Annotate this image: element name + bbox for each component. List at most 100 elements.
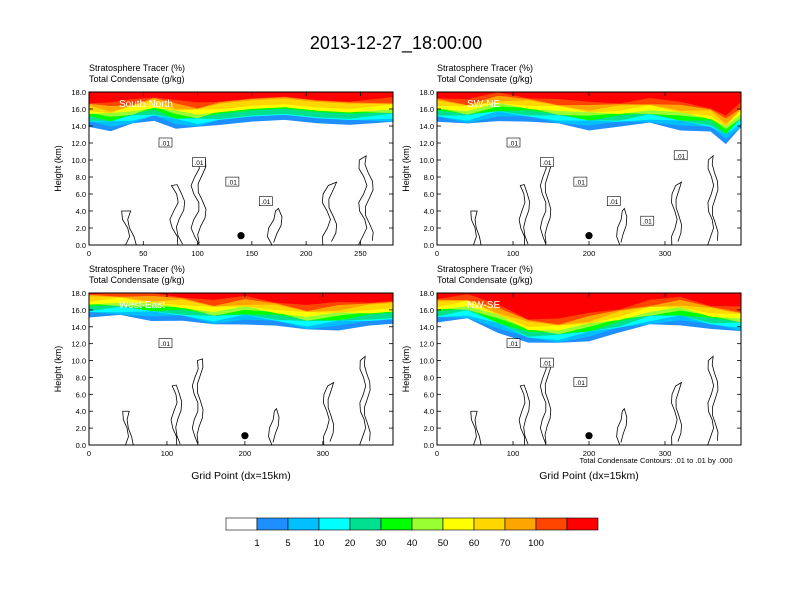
- condensate-contour: [322, 381, 335, 445]
- location-marker: [237, 232, 245, 240]
- plot-area: .01 .01 .01 .01 .01 .01: [437, 92, 741, 245]
- x-tick-label: 300: [659, 249, 672, 258]
- y-tick-label: 18.0: [419, 88, 434, 97]
- contour-note: Total Condensate Contours: .01 to .01 by…: [579, 456, 732, 465]
- location-marker: [585, 232, 593, 240]
- location-marker: [585, 432, 593, 440]
- x-axis-label: Grid Point (dx=15km): [539, 470, 639, 482]
- panel-title-line1: Stratosphere Tracer (%): [89, 264, 185, 274]
- plot-frame: [88, 91, 394, 246]
- y-tick-label: 14.0: [419, 122, 434, 131]
- x-tick-label: 50: [139, 249, 147, 258]
- condensate-contour: [518, 384, 530, 445]
- panel-title-line1: Stratosphere Tracer (%): [437, 264, 533, 274]
- panels: .01 .01 .01 .01 South-North 0.0 2.0 4.0 6.0 8.0 10…: [53, 63, 742, 482]
- contour-label: .01: [194, 160, 203, 167]
- contour-label: .01: [161, 141, 170, 148]
- panel-title-line2: Total Condensate (g/kg): [437, 275, 533, 285]
- contour-label-box: [607, 196, 621, 206]
- contour-label: .01: [261, 199, 270, 206]
- contour-label: .01: [676, 153, 685, 160]
- colorbar-label: 50: [438, 538, 449, 549]
- x-tick-label: 300: [659, 449, 672, 458]
- panel-label: West-East: [119, 300, 165, 311]
- contour-label: .01: [228, 180, 237, 187]
- colorbar-label: 20: [345, 538, 356, 549]
- x-tick-label: 100: [161, 449, 174, 458]
- contour-label: .01: [576, 380, 585, 387]
- panel-label: NW-SE: [467, 300, 500, 311]
- tracer-layer: [89, 293, 393, 305]
- colorbar-label: 5: [285, 538, 290, 549]
- y-tick-label: 10.0: [71, 357, 86, 366]
- y-tick-label: 14.0: [71, 323, 86, 332]
- tracer-layer: [437, 293, 741, 320]
- condensate-contour: [170, 384, 183, 445]
- contour-label-box: [259, 196, 273, 206]
- colorbar-label: 40: [407, 538, 418, 549]
- y-tick-label: 6.0: [424, 390, 434, 399]
- condensate-contour: [121, 210, 137, 245]
- colorbar-label: 70: [500, 538, 511, 549]
- condensate-contour: [268, 407, 280, 445]
- y-tick-label: 16.0: [419, 105, 434, 114]
- condensate-contour: [470, 210, 482, 245]
- contour-label-box: [192, 157, 206, 167]
- y-tick-label: 8.0: [424, 173, 434, 182]
- contour-label-box: [540, 157, 554, 167]
- y-tick-label: 2.0: [424, 424, 434, 433]
- tracer-layer: [437, 92, 741, 116]
- contour-label-box: [573, 377, 588, 387]
- y-tick-label: 0.0: [424, 441, 434, 450]
- y-tick-label: 12.0: [71, 340, 86, 349]
- colorbar-swatch: [349, 517, 382, 531]
- condensate-contour: [321, 181, 338, 245]
- condensate-contour: [671, 381, 683, 445]
- y-tick-label: 10.0: [71, 156, 86, 165]
- plot-area: .01 .01 .01 .01: [89, 92, 393, 245]
- y-tick-label: 14.0: [419, 323, 434, 332]
- contour-label-box: [673, 150, 688, 161]
- panel-title-line2: Total Condensate (g/kg): [89, 74, 185, 84]
- y-tick-label: 4.0: [424, 407, 434, 416]
- y-tick-label: 18.0: [71, 289, 86, 298]
- contour-label-box: [158, 338, 173, 348]
- y-tick-label: 12.0: [419, 340, 434, 349]
- colorbar-swatch: [318, 517, 351, 531]
- x-tick-label: 250: [354, 249, 367, 258]
- x-tick-label: 300: [317, 449, 330, 458]
- panel-label: SW-NE: [467, 99, 500, 110]
- y-axis-label: Height (km): [53, 145, 63, 192]
- contour-label-box: [573, 176, 588, 187]
- contour-label: .01: [509, 341, 518, 348]
- colorbar-swatch: [473, 517, 506, 531]
- y-tick-label: 2.0: [76, 424, 86, 433]
- x-tick-label: 0: [435, 449, 439, 458]
- y-axis-label: Height (km): [401, 145, 411, 192]
- tracer-layer: [89, 92, 393, 104]
- figure-title: 2013-12-27_18:00:00: [310, 33, 482, 54]
- x-tick-label: 0: [435, 249, 439, 258]
- contour-label: .01: [609, 199, 618, 206]
- condensate-contour: [707, 355, 719, 445]
- colorbar-swatch: [442, 517, 475, 531]
- colorbar-label: 100: [528, 538, 544, 549]
- y-tick-label: 12.0: [71, 139, 86, 148]
- x-tick-label: 0: [87, 249, 91, 258]
- y-tick-label: 2.0: [76, 224, 86, 233]
- condensate-contour: [616, 207, 628, 245]
- condensate-contour: [191, 358, 204, 445]
- y-tick-label: 16.0: [71, 105, 86, 114]
- y-axis-label: Height (km): [53, 346, 63, 393]
- panel-title-line1: Stratosphere Tracer (%): [89, 63, 185, 73]
- panel-south-north: .01 .01 .01 .01 South-North 0.0 2.0 4.0 6.0 8.0 10…: [53, 63, 394, 258]
- y-tick-label: 14.0: [71, 122, 86, 131]
- x-tick-label: 200: [300, 249, 313, 258]
- colorbar-label: 30: [376, 538, 387, 549]
- y-tick-label: 12.0: [419, 139, 434, 148]
- colorbar-swatch: [380, 517, 413, 531]
- y-tick-label: 2.0: [424, 224, 434, 233]
- condensate-contour: [671, 181, 683, 245]
- panel-nw-se: .01 .01 .01 NW-SE 0.0 2.0 4.0 6.0 8.0 10.0 12.0 14.…: [401, 264, 742, 482]
